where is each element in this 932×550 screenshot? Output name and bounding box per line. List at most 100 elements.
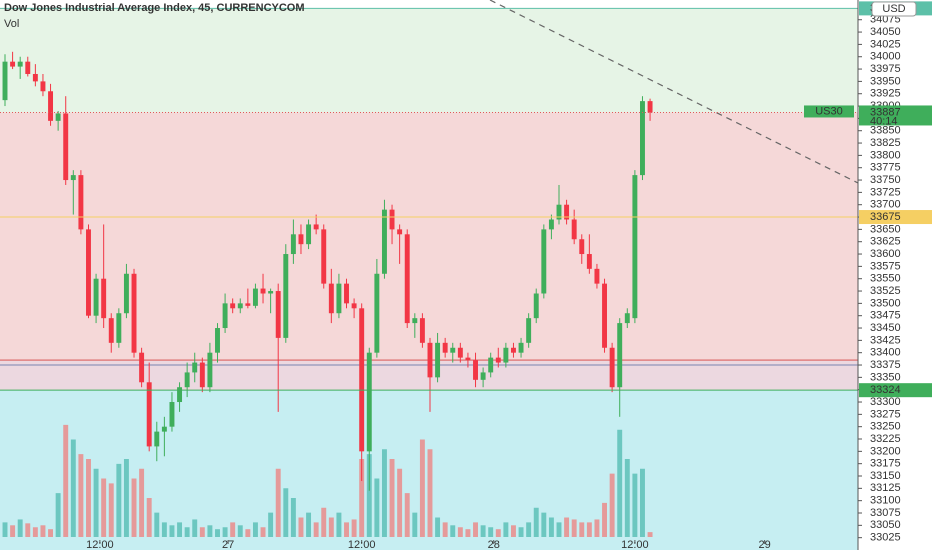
y-tick-label: 33350 [870,371,901,383]
candle-body [298,234,304,245]
zone-red [0,112,858,361]
candle-body [101,278,107,319]
candle-body [397,229,403,235]
volume-bar [510,525,516,537]
currency-box[interactable] [871,1,917,17]
candle-body [495,357,501,363]
volume-bar [548,517,554,537]
candle-body [222,303,228,329]
y-tick-label: 33925 [870,88,901,100]
candle-body [260,288,266,294]
y-tick-label: 33375 [870,359,901,371]
candle-body [374,273,380,353]
volume-bar [260,527,266,537]
volume-bar [632,473,638,537]
y-tick-label: 33750 [870,174,901,186]
candle-body [632,175,638,319]
candle-body [442,342,448,353]
volume-bar [252,522,258,537]
y-tick-label: 33800 [870,149,901,161]
volume-bar [123,459,129,537]
currency[interactable]: USD [882,3,905,15]
volume-bar [457,527,463,537]
volume-bar [321,507,327,537]
volume-bar [480,525,486,537]
volume-bar [25,523,31,537]
chart-title: Dow Jones Industrial Average Index, 45, … [4,2,305,14]
volume-bar [389,459,395,537]
x-tick-label: 12:00 [348,539,376,550]
candle-body [32,73,38,82]
y-tick-label: 33500 [870,297,901,309]
level-box [859,105,932,126]
candle-body [556,204,562,220]
y-tick-label: 33050 [870,519,901,531]
volume-bar [404,493,410,537]
volume-bar [93,468,99,537]
y-tick-label: 33575 [870,260,901,272]
candle-body [116,313,122,343]
candle-body [344,283,349,304]
candle-body [313,224,319,230]
candle-body [161,426,167,432]
candle-body [381,209,387,274]
candle-body [230,303,236,309]
countdown: 40:14 [870,115,898,127]
volume-bar [146,498,152,537]
y-tick-label: 33275 [870,408,901,420]
volume-bar [237,525,243,537]
volume-bar [245,529,251,537]
volume-bar [412,512,418,537]
y-tick-label: 33100 [870,495,901,507]
x-tick-label: 27 [222,539,234,550]
y-tick-label: 33850 [870,125,901,137]
y-tick-label: 33150 [870,470,901,482]
x-tick-label: 12:00 [621,539,649,550]
volume-bar [351,519,357,537]
candle-body [131,273,137,353]
volume-bar [495,529,501,537]
volume-bar [230,522,236,537]
volume-bar [108,483,114,537]
volume-bar [2,522,8,537]
candle-body [93,278,99,316]
y-tick-label: 33825 [870,137,901,149]
candle-body [169,402,175,427]
candle-body [617,323,623,388]
candle-body [215,328,220,353]
volume-bar [344,522,349,537]
y-tick-label: 33250 [870,421,901,433]
y-tick-label: 33700 [870,199,901,211]
candle-body [199,362,205,388]
y-tick-label: 33025 [870,532,901,544]
candle-body [564,204,570,220]
volume-bar [40,525,46,537]
level-box [859,210,932,225]
symbol-tag: US30 [815,105,843,117]
volume-bar [268,512,274,537]
volume-bar [640,468,645,537]
x-tick-label: 29 [759,539,771,550]
candle-body [336,283,342,314]
candle-body [237,303,243,309]
candle-body [192,362,198,373]
volume-bar [86,459,91,537]
candle-body [594,268,600,284]
volume-bar [617,429,623,537]
candle-body [328,283,334,314]
volume-bar [298,517,304,537]
volume-bar [63,424,69,537]
candle-body [25,61,31,74]
volume-bar [17,519,23,537]
volume-bar [78,454,84,537]
candle-body [63,113,69,181]
candle-body [647,101,653,113]
volume-bar [366,454,372,537]
volume-bar [313,522,319,537]
y-tick-label: 33950 [870,75,901,87]
volume-bar [442,522,448,537]
volume-bar [131,478,137,537]
y-tick-label: 33525 [870,285,901,297]
volume-bar [435,517,441,537]
